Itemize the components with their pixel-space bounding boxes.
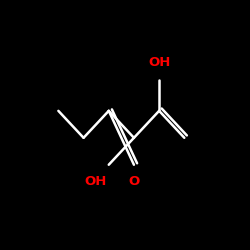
Text: O: O [128, 175, 140, 188]
Text: OH: OH [84, 175, 106, 188]
Text: OH: OH [148, 56, 170, 70]
